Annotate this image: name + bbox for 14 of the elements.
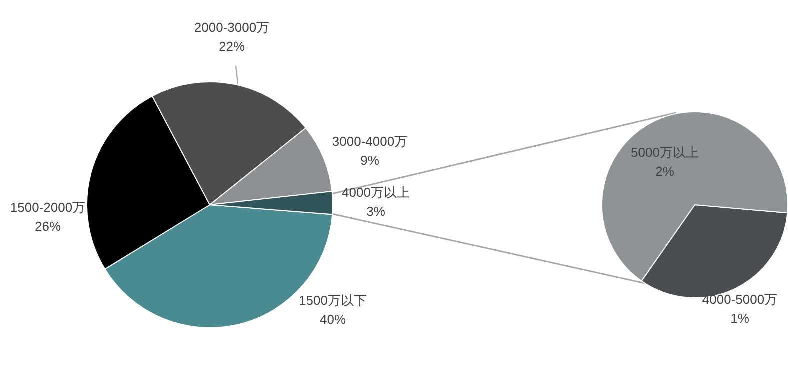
data-label: 1%: [730, 311, 750, 326]
slice-label: 4000-5000万: [702, 292, 778, 307]
slice-label: 4000万以上: [342, 185, 410, 200]
slice-label: 2000-3000万: [194, 20, 270, 35]
slice-label: 1500-2000万: [10, 200, 86, 215]
slice-label: 1500万以下: [299, 293, 367, 308]
data-label: 3%: [366, 204, 386, 219]
data-label: 40%: [320, 312, 346, 327]
data-label: 26%: [34, 219, 62, 234]
slice-label: 3000-4000万: [332, 134, 408, 149]
data-label: 22%: [218, 39, 246, 54]
data-label: 9%: [360, 153, 380, 168]
slice-label: 5000万以上: [631, 145, 699, 160]
data-label: 2%: [656, 164, 675, 179]
